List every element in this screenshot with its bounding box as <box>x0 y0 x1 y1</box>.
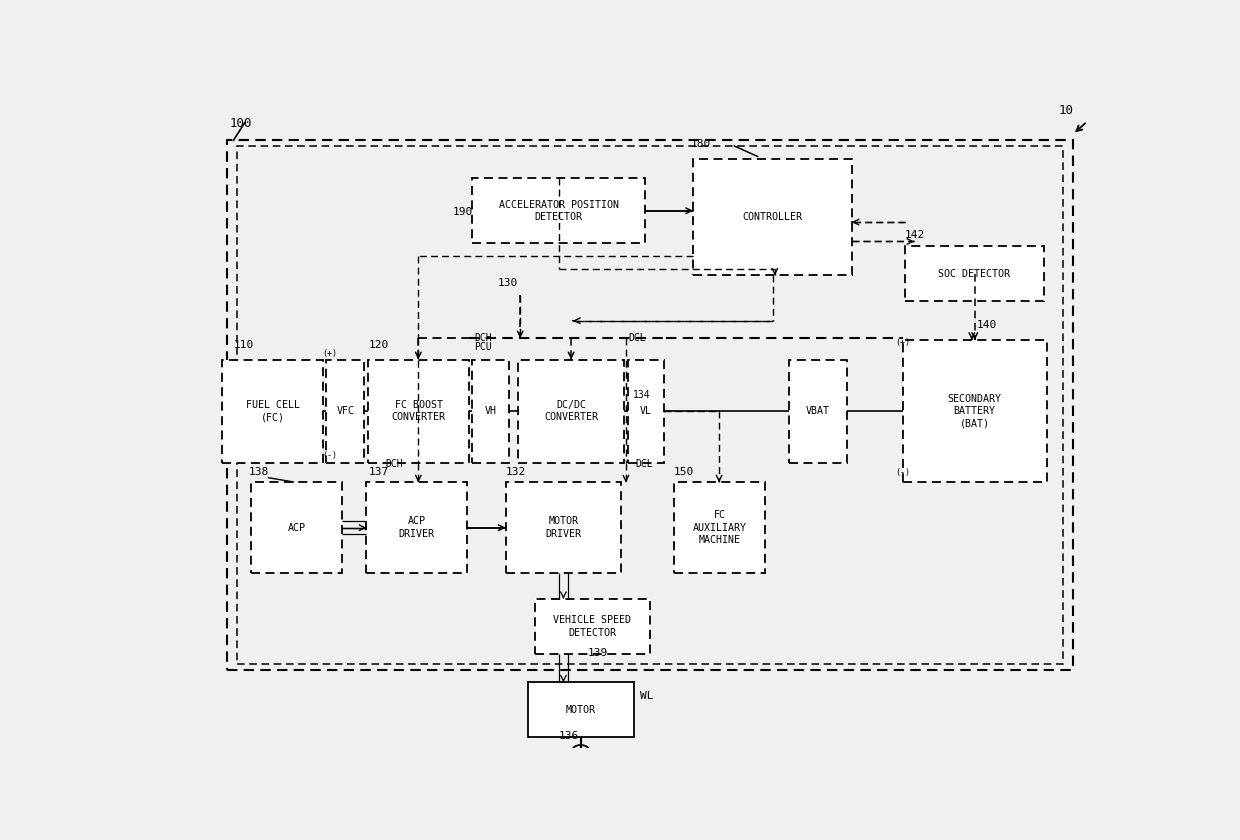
FancyBboxPatch shape <box>534 599 650 654</box>
FancyBboxPatch shape <box>367 482 467 573</box>
Text: 110: 110 <box>234 340 254 350</box>
FancyBboxPatch shape <box>472 178 645 243</box>
FancyBboxPatch shape <box>905 246 1044 302</box>
Text: ACCELERATOR POSITION
DETECTOR: ACCELERATOR POSITION DETECTOR <box>498 200 619 222</box>
FancyBboxPatch shape <box>903 340 1047 482</box>
Text: VH: VH <box>485 407 496 417</box>
Text: PCU: PCU <box>474 342 492 352</box>
Text: 137: 137 <box>368 467 388 477</box>
Text: 136: 136 <box>558 731 579 741</box>
FancyBboxPatch shape <box>789 360 847 463</box>
Text: (+): (+) <box>322 349 337 358</box>
FancyBboxPatch shape <box>506 482 621 573</box>
Text: (-): (-) <box>895 468 910 477</box>
Text: DCL: DCL <box>629 333 646 344</box>
Text: VBAT: VBAT <box>806 407 830 417</box>
Text: 139: 139 <box>588 648 608 659</box>
Text: 180: 180 <box>691 139 711 150</box>
Text: (+): (+) <box>895 338 910 347</box>
Text: 142: 142 <box>905 230 925 240</box>
FancyBboxPatch shape <box>222 360 324 463</box>
Text: 150: 150 <box>675 467 694 477</box>
FancyBboxPatch shape <box>528 682 634 738</box>
FancyBboxPatch shape <box>237 146 1063 664</box>
Text: WL: WL <box>640 691 653 701</box>
FancyBboxPatch shape <box>250 482 342 573</box>
Text: 132: 132 <box>506 467 526 477</box>
FancyBboxPatch shape <box>472 360 508 463</box>
FancyBboxPatch shape <box>227 139 1073 670</box>
Text: FC
AUXILIARY
MACHINE: FC AUXILIARY MACHINE <box>693 510 746 545</box>
Text: FUEL CELL
(FC): FUEL CELL (FC) <box>246 400 300 423</box>
Text: 190: 190 <box>453 207 474 218</box>
FancyBboxPatch shape <box>326 360 365 463</box>
Text: DC/DC
CONVERTER: DC/DC CONVERTER <box>544 400 598 423</box>
FancyBboxPatch shape <box>368 360 469 463</box>
Text: ACP: ACP <box>288 522 306 533</box>
Text: SOC DETECTOR: SOC DETECTOR <box>939 269 1011 279</box>
Text: ACP
DRIVER: ACP DRIVER <box>399 517 435 539</box>
Text: MOTOR
DRIVER: MOTOR DRIVER <box>546 517 582 539</box>
Text: DCH: DCH <box>474 333 492 344</box>
Text: SECONDARY
BATTERY
(BAT): SECONDARY BATTERY (BAT) <box>947 394 1002 428</box>
Text: DCL: DCL <box>635 459 653 470</box>
Text: DCH: DCH <box>386 459 403 470</box>
Text: 140: 140 <box>977 320 997 330</box>
Text: VEHICLE SPEED
DETECTOR: VEHICLE SPEED DETECTOR <box>553 615 631 638</box>
Text: (-): (-) <box>322 451 337 460</box>
Text: 138: 138 <box>249 467 269 477</box>
Text: MOTOR: MOTOR <box>565 705 595 715</box>
Text: 134: 134 <box>632 391 650 401</box>
FancyBboxPatch shape <box>518 360 624 463</box>
Text: 100: 100 <box>229 117 253 130</box>
Text: VFC: VFC <box>336 407 355 417</box>
FancyBboxPatch shape <box>627 360 665 463</box>
Text: 10: 10 <box>1058 104 1074 117</box>
FancyBboxPatch shape <box>693 159 852 276</box>
Text: CONTROLLER: CONTROLLER <box>743 213 802 223</box>
Text: 120: 120 <box>368 340 388 350</box>
Text: VL: VL <box>640 407 652 417</box>
FancyBboxPatch shape <box>675 482 765 573</box>
Text: 130: 130 <box>498 278 518 288</box>
Text: FC BOOST
CONVERTER: FC BOOST CONVERTER <box>392 400 446 423</box>
